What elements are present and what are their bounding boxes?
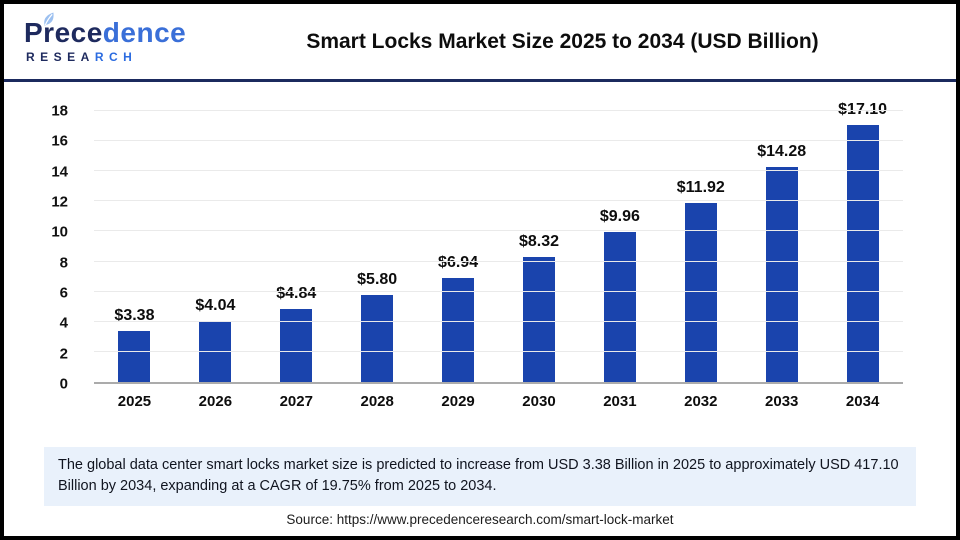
bar-group-2026: $4.04 — [175, 111, 256, 382]
x-axis-tick-label: 2027 — [279, 393, 313, 410]
x-axis-tick-label: 2032 — [684, 393, 718, 410]
bar — [603, 232, 636, 382]
plot-area: $3.38 $4.04 $4.84 $5.80 $6.94 $8.32 $9.96 $11.9… — [94, 101, 903, 384]
gridline — [94, 230, 903, 232]
footnote-box: The global data center smart locks marke… — [44, 447, 916, 506]
bar-group-2032: $11.92 — [660, 111, 741, 382]
bar-value-label: $4.04 — [195, 297, 236, 315]
header: Precedence RESEARCH Smart Locks Market S… — [4, 4, 956, 82]
title-container: Smart Locks Market Size 2025 to 2034 (US… — [199, 30, 956, 54]
gridline — [94, 140, 903, 142]
y-axis-tick-label: 0 — [59, 375, 68, 393]
bar-value-label: $6.94 — [438, 253, 479, 271]
y-axis-tick-label: 4 — [59, 314, 68, 332]
bar — [442, 277, 475, 382]
bar-value-label: $8.32 — [518, 232, 560, 250]
x-axis-labels: 2025 2026 2027 2028 2029 2030 2031 2032 2033 2034 — [94, 393, 903, 410]
bar-group-2027: $4.84 — [256, 111, 337, 382]
bar — [846, 124, 879, 382]
x-axis-tick-label: 2034 — [845, 393, 880, 410]
bars: $3.38 $4.04 $4.84 $5.80 $6.94 $8.32 $9.96 $11.9… — [94, 101, 903, 382]
bar-group-2028: $5.80 — [337, 111, 418, 382]
logo-subtitle-dark: RESEA — [26, 50, 95, 64]
bar-group-2034: $17.10 — [822, 101, 903, 382]
bar-chart: 0 2 4 6 8 10 12 14 16 18 $3.38 $4.04 $4.84 $5.80 $6.9… — [4, 85, 956, 437]
bar-group-2033: $14.28 — [741, 111, 822, 382]
page-title: Smart Locks Market Size 2025 to 2034 (US… — [306, 29, 819, 53]
bar — [118, 331, 151, 382]
bar-group-2030: $8.32 — [499, 111, 580, 382]
bar-value-label: $14.28 — [757, 143, 807, 161]
gridline — [94, 110, 903, 111]
bar-group-2025: $3.38 — [94, 111, 175, 382]
precedence-research-logo: Precedence RESEARCH — [4, 12, 199, 64]
y-axis-tick-label: 10 — [51, 223, 68, 241]
x-axis-tick-label: 2030 — [522, 393, 556, 410]
source-line: Source: https://www.precedenceresearch.c… — [286, 512, 674, 527]
gridline — [94, 200, 903, 202]
bar — [765, 167, 798, 382]
gridline — [94, 290, 903, 292]
y-axis-tick-label: 8 — [59, 254, 68, 272]
gridline — [94, 350, 903, 352]
x-axis-tick-label: 2028 — [360, 393, 394, 410]
logo-text-dark: Prece — [24, 17, 103, 48]
gridline — [94, 170, 903, 172]
leaf-icon — [44, 12, 54, 26]
y-axis-tick-label: 14 — [51, 163, 68, 181]
x-axis-tick-label: 2026 — [198, 393, 233, 410]
bar — [361, 294, 394, 382]
x-axis-tick-label: 2025 — [117, 393, 152, 410]
x-axis-tick-label: 2033 — [765, 393, 799, 410]
x-axis-tick-label: 2031 — [603, 393, 637, 410]
bar-value-label: $3.38 — [114, 307, 155, 325]
bar-value-label: $11.92 — [676, 178, 725, 196]
bar-group-2029: $6.94 — [418, 111, 499, 382]
bar-value-label: $4.84 — [276, 285, 317, 303]
y-axis-tick-label: 12 — [51, 193, 68, 211]
y-axis-tick-label: 2 — [59, 345, 68, 363]
logo-wordmark: Precedence — [24, 12, 199, 48]
bar-value-label: $17.10 — [838, 100, 888, 118]
bar-value-label: $9.96 — [599, 208, 640, 226]
bar — [684, 202, 717, 382]
logo-subtitle-light: RCH — [94, 50, 138, 64]
bar-group-2031: $9.96 — [579, 111, 660, 382]
y-axis-tick-label: 6 — [59, 284, 68, 302]
gridline — [94, 320, 903, 322]
logo-text-light: dence — [102, 17, 187, 48]
x-axis-tick-label: 2029 — [441, 393, 475, 410]
gridline — [94, 260, 903, 262]
bar-value-label: $5.80 — [357, 270, 398, 288]
bar — [522, 256, 555, 382]
y-axis-tick-label: 16 — [51, 132, 68, 150]
y-axis-tick-label: 18 — [51, 102, 68, 120]
logo-subtitle: RESEARCH — [24, 50, 199, 64]
y-axis-labels: 0 2 4 6 8 10 12 14 16 18 — [4, 104, 84, 392]
footnote-text: The global data center smart locks marke… — [58, 457, 899, 495]
